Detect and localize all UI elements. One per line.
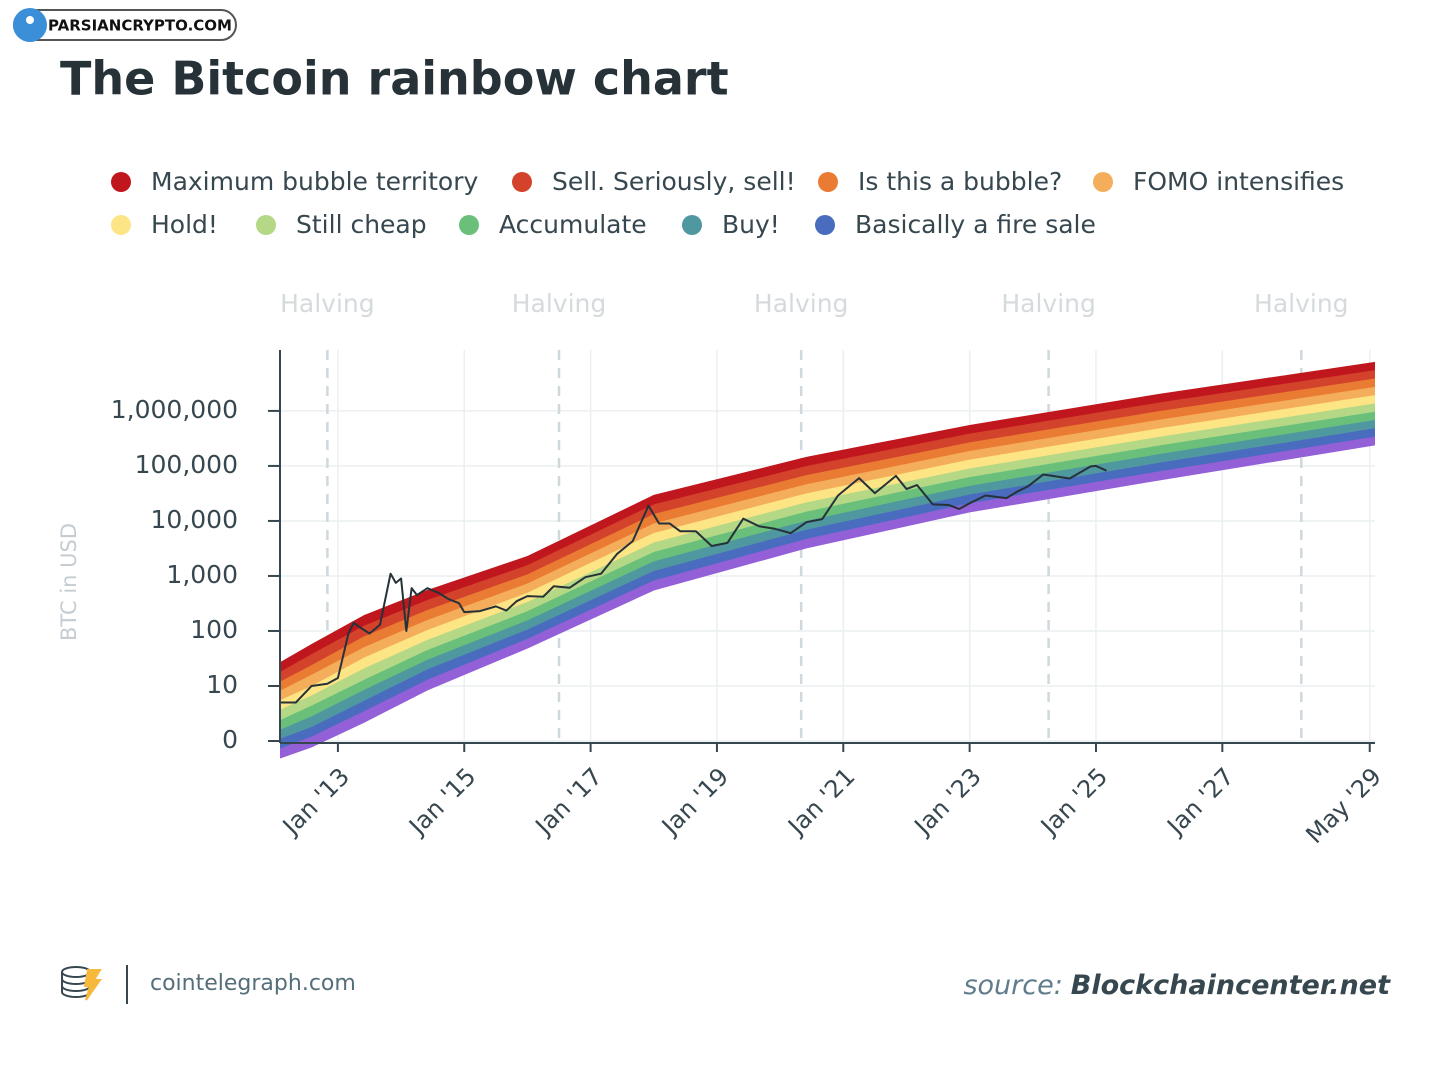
x-tick-label: May '29 [1300, 762, 1387, 849]
source-prefix: source: [963, 970, 1062, 1001]
legend-label: Buy! [722, 210, 780, 239]
legend-marker [682, 215, 702, 235]
x-tick-label: Jan '21 [781, 762, 860, 841]
legend-label: Still cheap [296, 210, 427, 239]
legend-marker [818, 172, 838, 192]
x-tick-label: Jan '15 [402, 762, 481, 841]
legend-label: Basically a fire sale [855, 210, 1096, 239]
legend-marker [1093, 172, 1113, 192]
halving-label: Halving [1001, 289, 1096, 318]
watermark: PARSIANCRYPTO.COM [13, 8, 237, 42]
x-tick-label: Jan '25 [1034, 762, 1113, 841]
legend-marker [459, 215, 479, 235]
legend-marker [256, 215, 276, 235]
source-name: Blockchaincenter.net [1071, 970, 1391, 1001]
legend: Maximum bubble territory Sell. Seriously,… [111, 167, 1344, 239]
watermark-icon-dot [26, 16, 34, 24]
x-tick-label: Jan '27 [1160, 762, 1239, 841]
legend-label: Maximum bubble territory [151, 167, 478, 196]
y-axis-label: BTC in USD [57, 523, 81, 641]
y-tick-label: 10,000 [151, 505, 238, 534]
price-line [280, 464, 1107, 704]
halving-label: Halving [280, 289, 375, 318]
footer-site: cointelegraph.com [150, 971, 356, 996]
x-tick-label: Jan '23 [908, 762, 987, 841]
watermark-text: PARSIANCRYPTO.COM [48, 17, 232, 35]
legend-label: Accumulate [499, 210, 647, 239]
chart-title: The Bitcoin rainbow chart [60, 52, 729, 106]
y-tick-label: 10 [206, 670, 238, 699]
footer-source: source: Blockchaincenter.net [963, 970, 1391, 1001]
plot: 0 10 100 1,000 10,000 100,000 1,000,000 Jan '13… [111, 350, 1387, 849]
legend-label: Hold! [151, 210, 218, 239]
legend-marker [111, 172, 131, 192]
legend-label: Is this a bubble? [858, 167, 1062, 196]
legend-label: FOMO intensifies [1133, 167, 1344, 196]
x-tick-label: Jan '13 [276, 762, 355, 841]
y-tick-label: 100 [190, 615, 238, 644]
y-tick-label: 0 [222, 725, 238, 754]
x-tick-label: Jan '17 [529, 762, 608, 841]
y-tick-label: 1,000,000 [111, 395, 238, 424]
halving-label: Halving [754, 289, 849, 318]
legend-marker [512, 172, 532, 192]
cointelegraph-logo [61, 966, 102, 1001]
legend-marker [815, 215, 835, 235]
footer: cointelegraph.com source: Blockchaincente… [61, 965, 1391, 1004]
rainbow-floor [279, 444, 1376, 759]
halving-label: Halving [512, 289, 607, 318]
halving-label: Halving [1254, 289, 1349, 318]
legend-marker [111, 215, 131, 235]
y-tick-label: 100,000 [135, 450, 238, 479]
legend-label: Sell. Seriously, sell! [552, 167, 796, 196]
watermark-icon [13, 8, 47, 42]
x-tick-label: Jan '19 [655, 762, 734, 841]
y-tick-label: 1,000 [166, 560, 238, 589]
